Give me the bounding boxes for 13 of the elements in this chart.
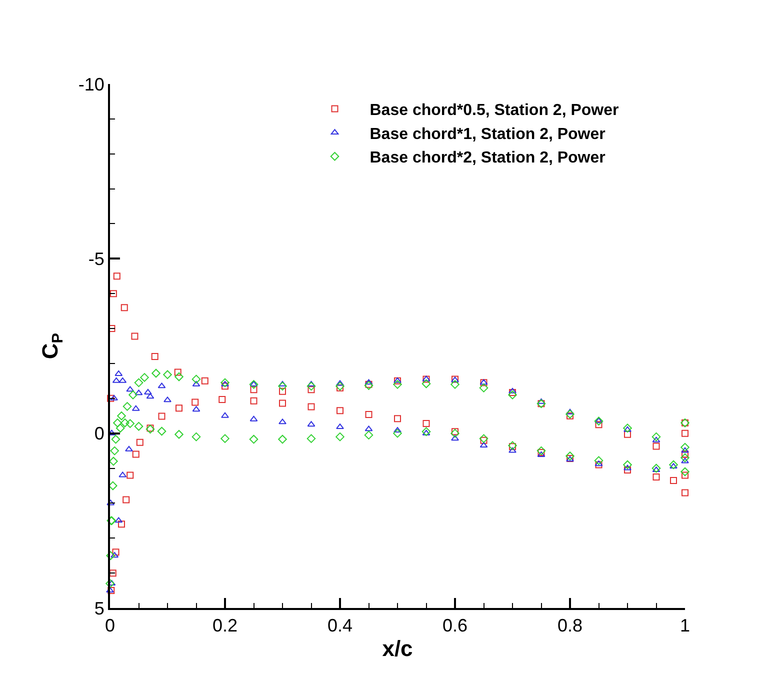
x-tick-label: 0.8 [557, 616, 583, 636]
y-tick-label: -5 [88, 248, 104, 269]
x-tick-label: 1 [680, 616, 690, 636]
x-tick-label: 0.4 [327, 616, 353, 636]
legend-label: Base chord*1, Station 2, Power [370, 126, 606, 143]
legend-label: Base chord*2, Station 2, Power [370, 150, 606, 167]
y-tick-label: -10 [78, 74, 104, 94]
legend-label: Base chord*0.5, Station 2, Power [370, 102, 619, 119]
x-tick-label: 0.2 [212, 616, 238, 636]
x-tick-label: 0.6 [442, 616, 468, 636]
y-tick-label: 0 [94, 424, 104, 444]
y-tick-label: 5 [94, 598, 104, 618]
x-axis-title: x/c [382, 636, 413, 661]
